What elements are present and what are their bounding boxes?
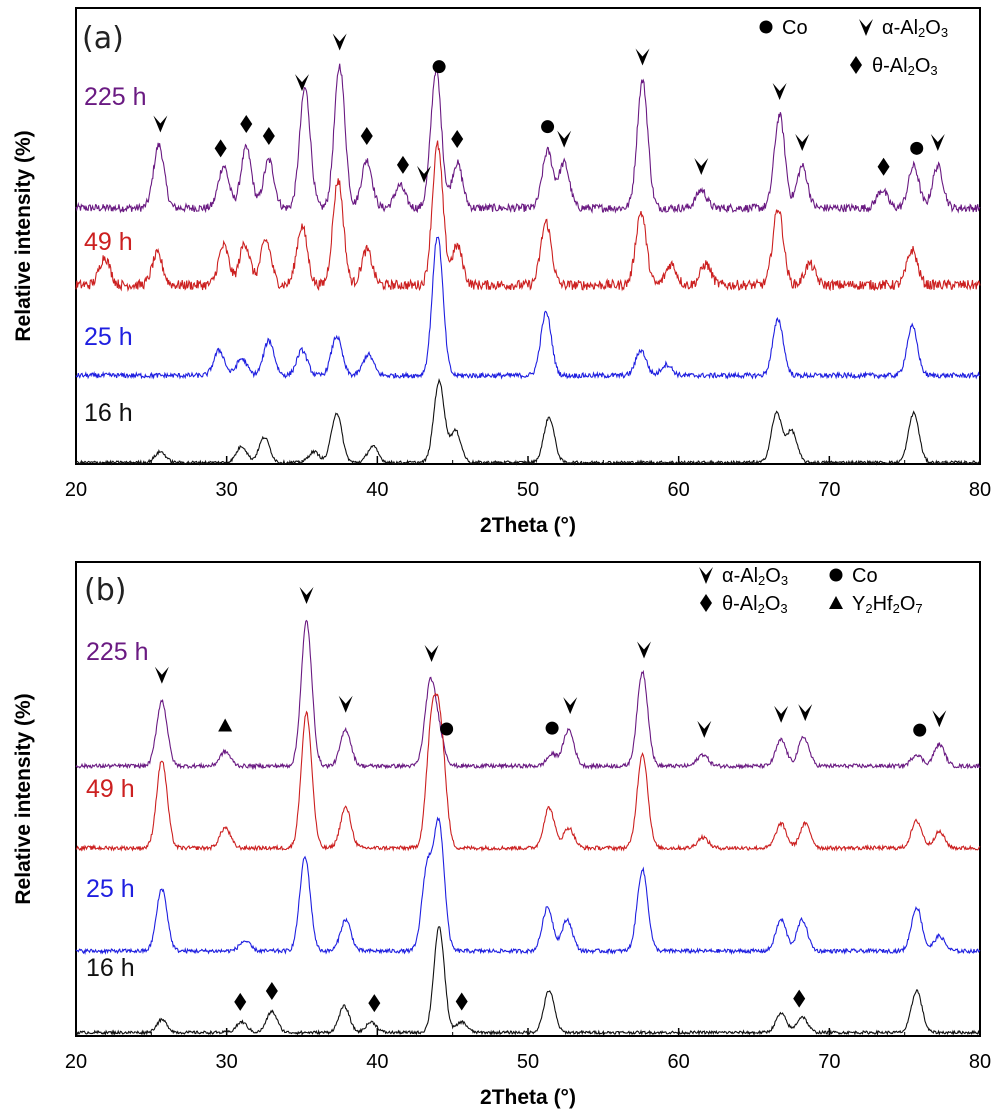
series-label-0-225h: 225 h [84, 83, 147, 111]
peak-marker-diamond-0-17 [877, 157, 890, 176]
peak-marker-chevron-down-1-10 [774, 705, 789, 723]
legend-label-0-2: θ-Al2O3 [872, 55, 938, 78]
legend-label-1-2: θ-Al2O3 [722, 593, 788, 616]
x-tick-label-0-2: 40 [366, 479, 388, 501]
y-axis-title-0: Relative intensity (%) [12, 130, 35, 341]
peak-marker-diamond-1-18 [793, 989, 806, 1008]
peak-marker-diamond-0-7 [396, 155, 409, 174]
series-line-1-49h [75, 692, 981, 852]
peak-marker-circle-1-6 [545, 721, 559, 735]
peak-marker-chevron-down-1-4 [424, 644, 439, 662]
peak-marker-diamond-0-3 [262, 126, 275, 145]
legend-label-0-1: α-Al2O3 [882, 17, 948, 40]
series-line-0-225h [75, 63, 981, 214]
peak-marker-chevron-down-1-3 [338, 695, 353, 713]
peak-marker-chevron-down-1-13 [932, 710, 947, 728]
peak-marker-chevron-down-0-8 [417, 165, 432, 183]
plot-frame-0 [75, 7, 981, 465]
legend-symbol-1-1 [829, 568, 843, 582]
x-tick-label-1-4: 60 [668, 1051, 690, 1073]
series-label-0-49h: 49 h [84, 228, 133, 256]
panel-label-0: (a) [82, 21, 124, 56]
x-tick-label-1-0: 20 [65, 1051, 87, 1073]
x-tick-label-1-6: 80 [969, 1051, 991, 1073]
x-tick-label-0-4: 60 [668, 479, 690, 501]
series-label-1-225h: 225 h [86, 638, 149, 666]
peak-marker-chevron-down-0-16 [795, 133, 810, 151]
legend-label-1-1: Co [852, 565, 878, 587]
series-label-1-16h: 16 h [86, 954, 135, 982]
series-line-0-16h [75, 377, 981, 466]
series-label-0-25h: 25 h [84, 323, 133, 351]
peak-marker-chevron-down-0-13 [635, 48, 650, 66]
y-axis-title-1: Relative intensity (%) [12, 693, 35, 904]
peak-marker-triangle-1-1 [218, 718, 233, 732]
peak-marker-diamond-1-17 [455, 992, 468, 1011]
x-tick-label-0-6: 80 [969, 479, 991, 501]
x-tick-label-0-3: 50 [517, 479, 539, 501]
peak-marker-diamond-0-10 [451, 129, 464, 148]
x-axis-title-0: 2Theta (°) [480, 514, 576, 537]
series-label-0-16h: 16 h [84, 399, 133, 427]
peak-marker-diamond-0-2 [240, 114, 253, 133]
x-tick-label-0-5: 70 [818, 479, 840, 501]
peak-marker-chevron-down-0-12 [557, 130, 572, 148]
series-line-1-25h [75, 816, 981, 956]
peak-marker-diamond-0-1 [214, 139, 227, 158]
peak-marker-diamond-1-14 [234, 992, 247, 1011]
peak-marker-circle-0-9 [432, 60, 446, 74]
plot-frame-1 [75, 561, 981, 1037]
peak-marker-chevron-down-1-7 [563, 697, 578, 715]
x-tick-label-1-2: 40 [366, 1051, 388, 1073]
legend-symbol-0-0 [759, 20, 773, 34]
x-tick-label-0-0: 20 [65, 479, 87, 501]
legend-symbol-0-1 [859, 19, 873, 36]
series-label-1-49h: 49 h [86, 775, 135, 803]
legend-label-1-0: α-Al2O3 [722, 565, 788, 588]
peak-marker-circle-1-12 [913, 723, 927, 737]
legend-symbol-0-2 [850, 56, 862, 74]
peak-marker-chevron-down-0-19 [930, 133, 945, 151]
legend-symbol-1-3 [829, 596, 843, 609]
series-line-0-49h [75, 140, 981, 292]
x-tick-label-1-1: 30 [216, 1051, 238, 1073]
peak-marker-circle-0-11 [541, 120, 555, 134]
series-line-0-25h [75, 236, 981, 380]
legend-symbol-1-0 [699, 567, 713, 584]
peak-marker-chevron-down-1-0 [154, 666, 169, 684]
series-line-1-225h [75, 619, 981, 771]
peak-marker-chevron-down-1-8 [637, 641, 652, 659]
x-axis-title-1: 2Theta (°) [480, 1086, 576, 1109]
peak-marker-chevron-down-1-9 [697, 720, 712, 738]
peak-marker-diamond-0-6 [360, 126, 373, 145]
peak-marker-chevron-down-1-11 [798, 704, 813, 722]
series-line-1-16h [75, 926, 981, 1037]
legend-symbol-1-2 [700, 594, 712, 612]
panel-label-1: (b) [84, 573, 126, 608]
legend-label-1-3: Y2Hf2O7 [852, 593, 923, 616]
peak-marker-chevron-down-0-14 [694, 158, 709, 175]
x-tick-label-1-3: 50 [517, 1051, 539, 1073]
peak-marker-circle-0-18 [910, 141, 924, 155]
peak-marker-chevron-down-0-0 [153, 115, 168, 133]
legend-label-0-0: Co [782, 17, 808, 39]
series-label-1-25h: 25 h [86, 875, 135, 903]
peak-marker-chevron-down-0-15 [772, 82, 787, 100]
peak-marker-diamond-1-15 [265, 982, 278, 1000]
x-tick-label-1-5: 70 [818, 1051, 840, 1073]
x-tick-label-0-1: 30 [216, 479, 238, 501]
peak-marker-diamond-1-16 [368, 994, 381, 1013]
peak-marker-circle-1-5 [440, 722, 454, 736]
peak-marker-chevron-down-0-5 [332, 33, 347, 51]
peak-marker-chevron-down-1-2 [299, 587, 314, 604]
peak-marker-chevron-down-0-4 [295, 74, 309, 92]
